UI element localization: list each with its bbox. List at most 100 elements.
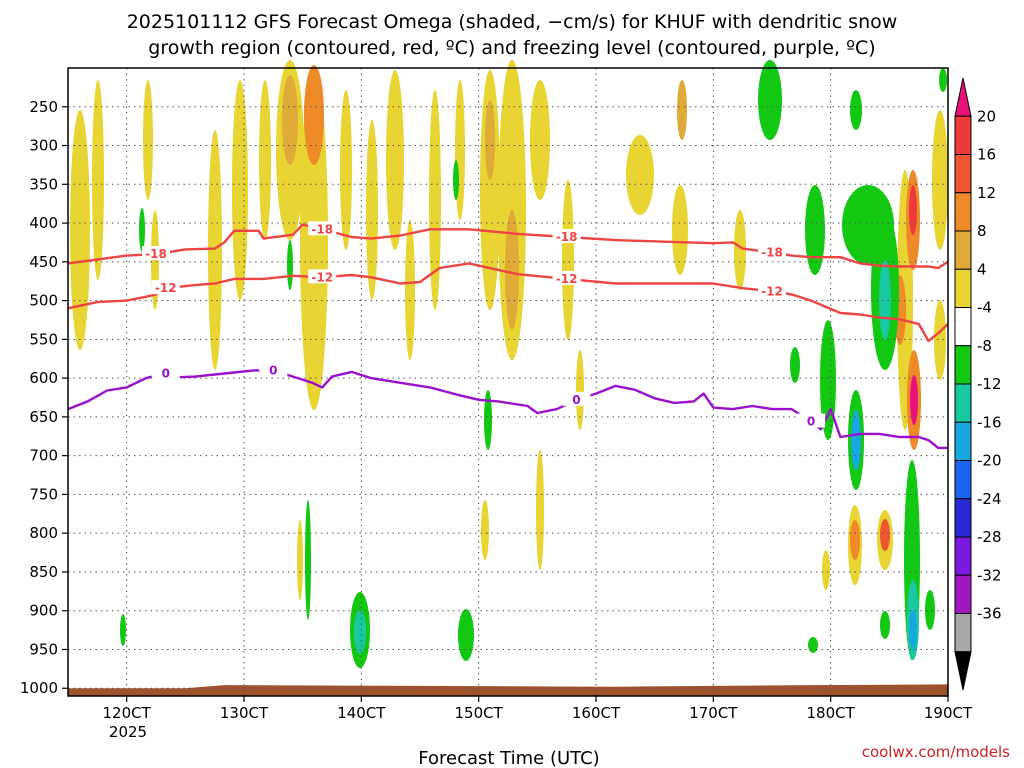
- omega-blob: [120, 614, 126, 646]
- omega-blob: [536, 450, 544, 570]
- credit-text: coolwx.com/models: [862, 743, 1010, 761]
- x-axis-title: Forecast Time (UTC): [418, 748, 599, 768]
- omega-blob: [805, 185, 825, 275]
- y-axis: 250 300 350 400 450 500 550 600 650 700 750 800 850 9…: [20, 98, 68, 697]
- contour-label: -12: [761, 284, 783, 298]
- title-line-1: 2025101112 GFS Forecast Omega (shaded, −…: [127, 11, 898, 33]
- omega-blob: [576, 350, 584, 430]
- x-tick-label: 160CT: [572, 704, 621, 722]
- contour-label: -12: [311, 270, 333, 284]
- omega-blob: [70, 110, 90, 350]
- omega-blob: [530, 80, 550, 200]
- omega-blob: [822, 550, 830, 590]
- contour-label: -18: [145, 247, 167, 261]
- contour-label: 0: [807, 415, 815, 429]
- omega-blob: [304, 65, 324, 165]
- contour-label: 0: [162, 366, 170, 380]
- omega-blob: [453, 160, 459, 200]
- omega-blob: [879, 260, 891, 340]
- colorbar-label: -20: [977, 452, 1002, 470]
- contour-label-bg: [552, 229, 581, 244]
- omega-blob: [672, 185, 688, 275]
- plot-frame: [67, 67, 949, 697]
- omega-blob: [386, 70, 404, 250]
- colorbar-label: 20: [977, 107, 996, 125]
- omega-blob: [850, 90, 862, 130]
- omega-blob: [340, 90, 352, 250]
- omega-blob: [939, 68, 947, 92]
- contour-lines: -18 -18 -18 -18 -12 -12 -12 -12 0 0 0 0: [67, 221, 949, 450]
- colorbar-label: -36: [977, 605, 1002, 623]
- colorbar-label: 8: [977, 222, 987, 240]
- omega-blob: [259, 80, 271, 240]
- colorbar-label: -4: [977, 299, 992, 317]
- omega-blob: [909, 185, 917, 235]
- colorbar-swatch: [954, 268, 972, 308]
- contour-label: -12: [155, 281, 177, 295]
- chart-title: 2025101112 GFS Forecast Omega (shaded, −…: [127, 11, 898, 59]
- x-tick-label: 120CT: [103, 704, 152, 722]
- contour-label-bg: [797, 413, 826, 428]
- y-tick-label: 250: [29, 98, 58, 116]
- omega-blob: [932, 110, 948, 250]
- x-tick-label: 180CT: [807, 704, 856, 722]
- contour-label-bg: [758, 283, 786, 298]
- omega-blob: [282, 75, 298, 165]
- omega-blob: [405, 220, 415, 360]
- omega-blob: [485, 100, 495, 180]
- colorbar-label: -8: [977, 337, 992, 355]
- contour-label: 0: [269, 363, 277, 377]
- contour-label: -18: [761, 246, 783, 260]
- x-axis: 120CT 130CT 140CT 150CT 160CT 170CT 180CT 190CT: [103, 696, 973, 722]
- contour-line-minus12: [67, 262, 949, 343]
- omega-blob: [850, 520, 860, 560]
- y-tick-label: 600: [29, 369, 58, 387]
- colorbar-swatch: [954, 307, 972, 347]
- contour-label-bg: [562, 391, 591, 406]
- omega-blob: [305, 500, 311, 620]
- omega-blob: [143, 80, 153, 200]
- y-tick-label: 650: [29, 408, 58, 426]
- colorbar-label: 12: [977, 184, 996, 202]
- omega-blob: [880, 519, 890, 551]
- omega-blob: [677, 80, 687, 140]
- colorbar-swatch: [954, 574, 972, 614]
- contour-label: -18: [556, 230, 578, 244]
- omega-blob: [758, 60, 782, 140]
- contour-line-minus18: [67, 223, 949, 270]
- x-tick-label: 190CT: [924, 704, 973, 722]
- y-tick-label: 700: [29, 447, 58, 465]
- colorbar-swatch: [954, 536, 972, 576]
- contour-label: -12: [556, 272, 578, 286]
- title-line-2: growth region (contoured, red, ºC) and f…: [148, 37, 875, 59]
- colorbar-swatch: [954, 421, 972, 461]
- colorbar-swatch: [954, 460, 972, 500]
- omega-blob: [562, 180, 574, 340]
- omega-blob: [910, 375, 918, 425]
- terrain-fill: [68, 684, 948, 696]
- omega-blob: [458, 609, 474, 661]
- omega-blob: [925, 590, 935, 630]
- y-tick-label: 800: [29, 524, 58, 542]
- contour-label: 0: [572, 393, 580, 407]
- x-year-label: 2025: [109, 723, 147, 741]
- contour-label-bg: [552, 270, 581, 285]
- omega-blob: [934, 300, 946, 380]
- colorbar-label: -32: [977, 566, 1002, 584]
- y-tick-label: 950: [29, 640, 58, 658]
- omega-blob: [481, 500, 489, 560]
- colorbar-swatch: [954, 383, 972, 423]
- colorbar-swatch: [954, 498, 972, 538]
- y-tick-label: 500: [29, 292, 58, 310]
- colorbar-swatch: [954, 154, 972, 194]
- y-tick-label: 900: [29, 602, 58, 620]
- y-tick-label: 350: [29, 175, 58, 193]
- omega-blob: [505, 210, 519, 330]
- omega-blob: [287, 240, 293, 290]
- y-tick-label: 450: [29, 253, 58, 271]
- contour-label-bg: [151, 365, 180, 380]
- colorbar-top-arrow: [954, 77, 972, 117]
- omega-blob: [297, 520, 303, 600]
- omega-blob: [354, 610, 366, 654]
